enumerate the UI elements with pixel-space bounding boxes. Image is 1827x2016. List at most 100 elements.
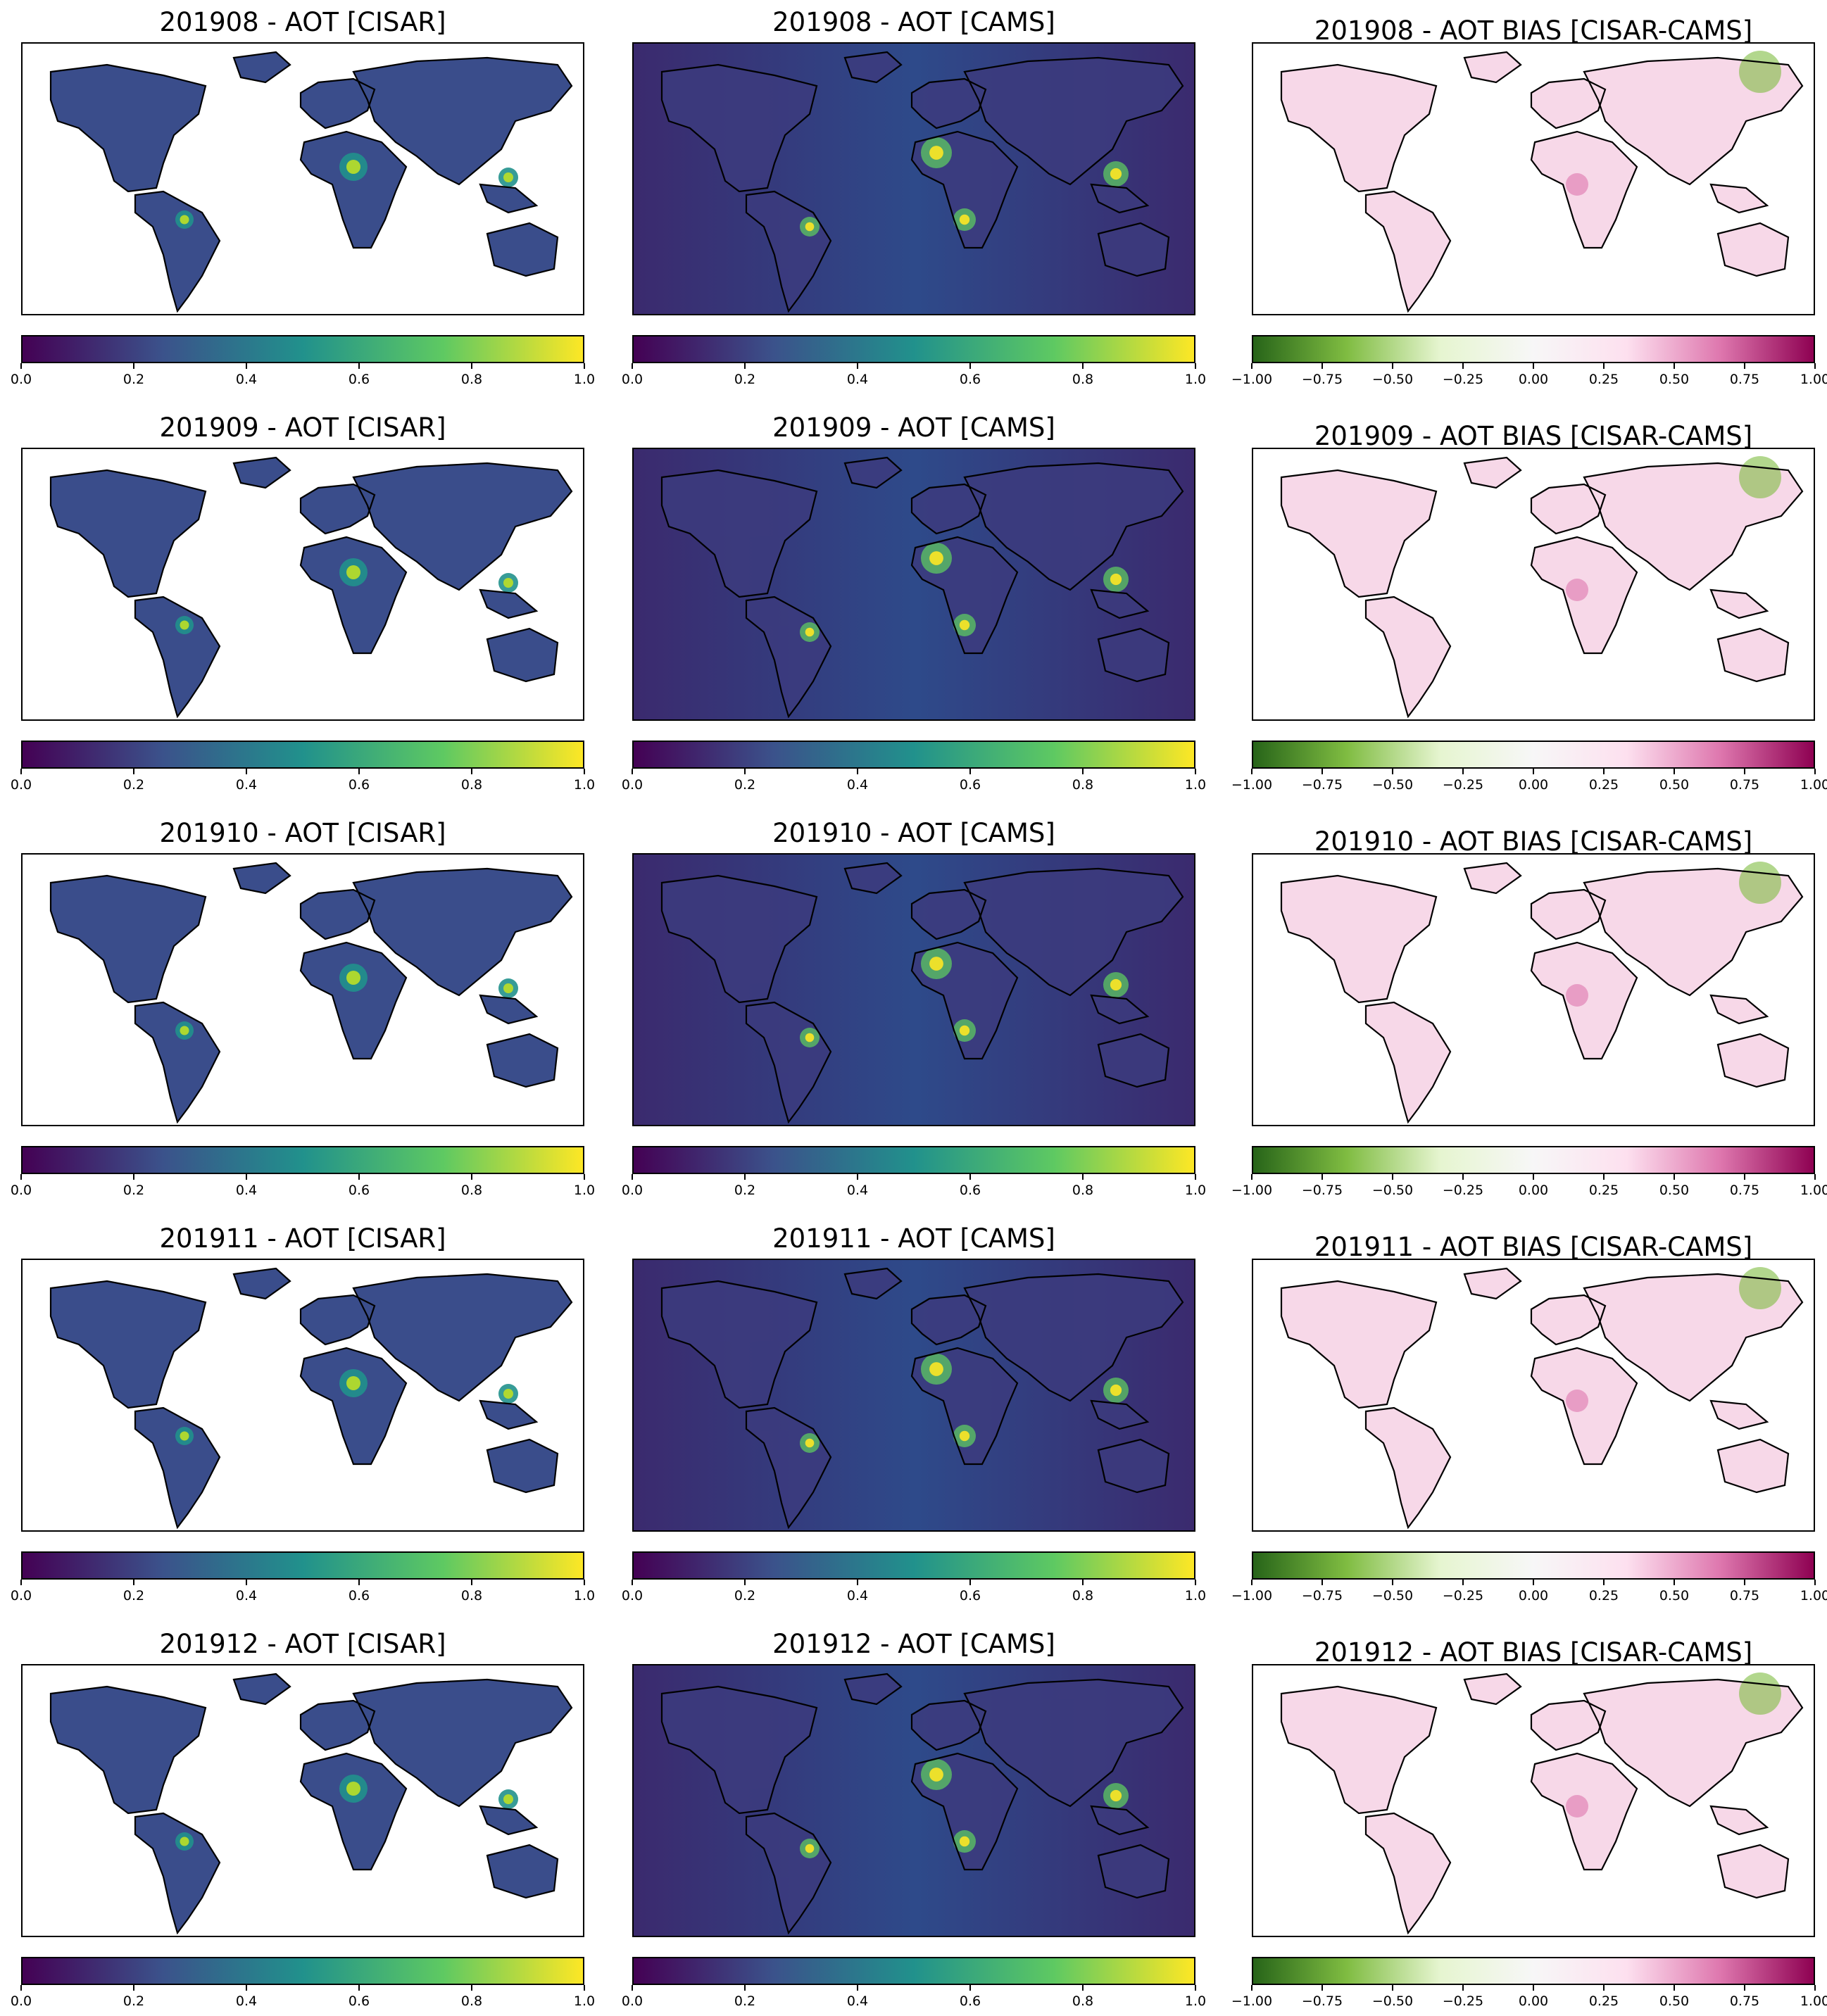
colorbar-tick-label: 0.0 [10, 372, 32, 387]
colorbar-gradient [632, 741, 1195, 769]
colorbar-tick [1251, 363, 1252, 369]
bias-anomaly [1739, 1672, 1781, 1715]
colorbar-tick-label: 0.2 [123, 372, 145, 387]
colorbar-tick [857, 1985, 858, 1991]
colorbar-tick [20, 1985, 22, 1991]
colorbar-tick [1321, 1580, 1323, 1585]
colorbar-tick-label: 1.0 [573, 1993, 596, 2009]
colorbar-tick [857, 1580, 858, 1585]
panel-cams-201908: 201908 - AOT [CAMS] 0.0 0.2 0.4 0.6 0.8 1.0 [622, 0, 1206, 394]
colorbar-gradient [21, 335, 584, 363]
colorbar-tick-label: 1.0 [573, 1183, 596, 1198]
coastlines [660, 51, 1184, 313]
colorbar-tick-label: 0.75 [1729, 372, 1760, 387]
colorbar-tick [1462, 363, 1464, 369]
colorbar-tick [1321, 769, 1323, 774]
land-retrieval [51, 863, 572, 1122]
land-retrieval [51, 458, 572, 717]
coastlines [1280, 51, 1804, 313]
world-map-svg [634, 449, 1194, 719]
panel-title: 201910 - AOT [CAMS] [772, 818, 1055, 848]
colorbar-tick [1251, 769, 1252, 774]
panel-bias-201909: 201909 - AOT BIAS [CISAR-CAMS] −1.00 −0.75… [1231, 405, 1827, 800]
colorbar-tick-label: 0.50 [1659, 777, 1690, 793]
coastlines [660, 1672, 1184, 1935]
panel-title: 201910 - AOT [CISAR] [159, 818, 446, 848]
colorbar-tick-label: 0.6 [348, 1993, 370, 2009]
colorbar-tick [1082, 1580, 1084, 1585]
colorbar-tick-label: 0.2 [734, 1993, 756, 2009]
colorbar-tick-label: 0.50 [1659, 1993, 1690, 2009]
colorbar-tick [1674, 1580, 1675, 1585]
colorbar-tick [246, 1580, 247, 1585]
coastlines [49, 51, 573, 313]
map-bias [1252, 448, 1815, 721]
colorbar-tick [133, 363, 134, 369]
colorbar-tick [246, 769, 247, 774]
colorbar-tick [584, 769, 585, 774]
land-retrieval [51, 52, 572, 311]
map-cisar [21, 853, 584, 1126]
colorbar-tick [1321, 1985, 1323, 1991]
colorbar-tick-label: 0.6 [959, 1588, 981, 1604]
land-retrieval [51, 1268, 572, 1527]
world-map-svg [1280, 1267, 1804, 1530]
colorbar-tick-label: 0.25 [1588, 1183, 1619, 1198]
panel-cisar-201909: 201909 - AOT [CISAR] 0.0 0.2 0.4 0.6 0.8 1.0 [11, 405, 595, 800]
colorbar-tick-label: 0.00 [1518, 1183, 1549, 1198]
colorbar-tick-label: 0.2 [123, 1183, 145, 1198]
colorbar-tick [1814, 769, 1816, 774]
colorbar-tick [358, 1985, 360, 1991]
colorbar-tick [358, 1580, 360, 1585]
colorbar-tick-label: 0.75 [1729, 1993, 1760, 2009]
colorbar-tick-label: 1.00 [1800, 372, 1827, 387]
map-cams [632, 1664, 1195, 1937]
colorbar-tick [584, 1174, 585, 1180]
colorbar-tick-label: 0.0 [621, 1183, 643, 1198]
colorbar-tick [1392, 769, 1393, 774]
colorbar-tick-label: 0.75 [1729, 1183, 1760, 1198]
colorbar-tick-label: −1.00 [1231, 372, 1273, 387]
panel-cisar-201912: 201912 - AOT [CISAR] 0.0 0.2 0.4 0.6 0.8 1.0 [11, 1622, 595, 2016]
colorbar-tick [1195, 1580, 1196, 1585]
colorbar-tick-label: 1.00 [1800, 777, 1827, 793]
colorbar-gradient [632, 1146, 1195, 1174]
world-map-svg [1280, 1672, 1804, 1935]
colorbar-tick-label: 0.75 [1729, 1588, 1760, 1604]
panel-title: 201909 - AOT [CISAR] [159, 412, 446, 443]
colorbar-tick [1533, 1174, 1534, 1180]
colorbar-tick [1603, 363, 1605, 369]
world-map-svg [49, 51, 573, 313]
colorbar-tick [133, 1985, 134, 1991]
map-cams [632, 448, 1195, 721]
colorbar-tick-label: 0.6 [348, 1183, 370, 1198]
colorbar-tick [246, 363, 247, 369]
colorbar-tick [584, 1580, 585, 1585]
colorbar-tick [133, 1580, 134, 1585]
colorbar-gradient [632, 1957, 1195, 1985]
colorbar-tick-label: 0.25 [1588, 372, 1619, 387]
colorbar-tick [1082, 1985, 1084, 1991]
bias-anomaly [1566, 173, 1588, 196]
colorbar-tick-label: 0.0 [10, 1588, 32, 1604]
colorbar-tick-label: 0.50 [1659, 372, 1690, 387]
coastlines [49, 1672, 573, 1935]
colorbar-tick [1321, 1174, 1323, 1180]
coastlines [660, 1267, 1184, 1530]
colorbar-tick [744, 1985, 746, 1991]
colorbar-tick-label: −0.75 [1301, 1588, 1343, 1604]
colorbar-tick-label: −0.25 [1442, 777, 1484, 793]
bias-anomaly [1566, 1795, 1588, 1817]
panel-title: 201908 - AOT [CISAR] [159, 7, 446, 37]
colorbar-tick [1462, 1580, 1464, 1585]
colorbar-tick-label: −0.50 [1371, 372, 1414, 387]
colorbar-tick-label: 0.6 [348, 1588, 370, 1604]
colorbar-gradient [21, 1551, 584, 1580]
colorbar-tick [1392, 1174, 1393, 1180]
colorbar-tick [1462, 1985, 1464, 1991]
coastlines [1280, 1672, 1804, 1935]
panel-bias-201912: 201912 - AOT BIAS [CISAR-CAMS] −1.00 −0.75… [1231, 1622, 1827, 2016]
colorbar-tick-label: 0.4 [235, 1588, 258, 1604]
bias-anomaly [1739, 862, 1781, 904]
colorbar-tick-label: −0.50 [1371, 1993, 1414, 2009]
